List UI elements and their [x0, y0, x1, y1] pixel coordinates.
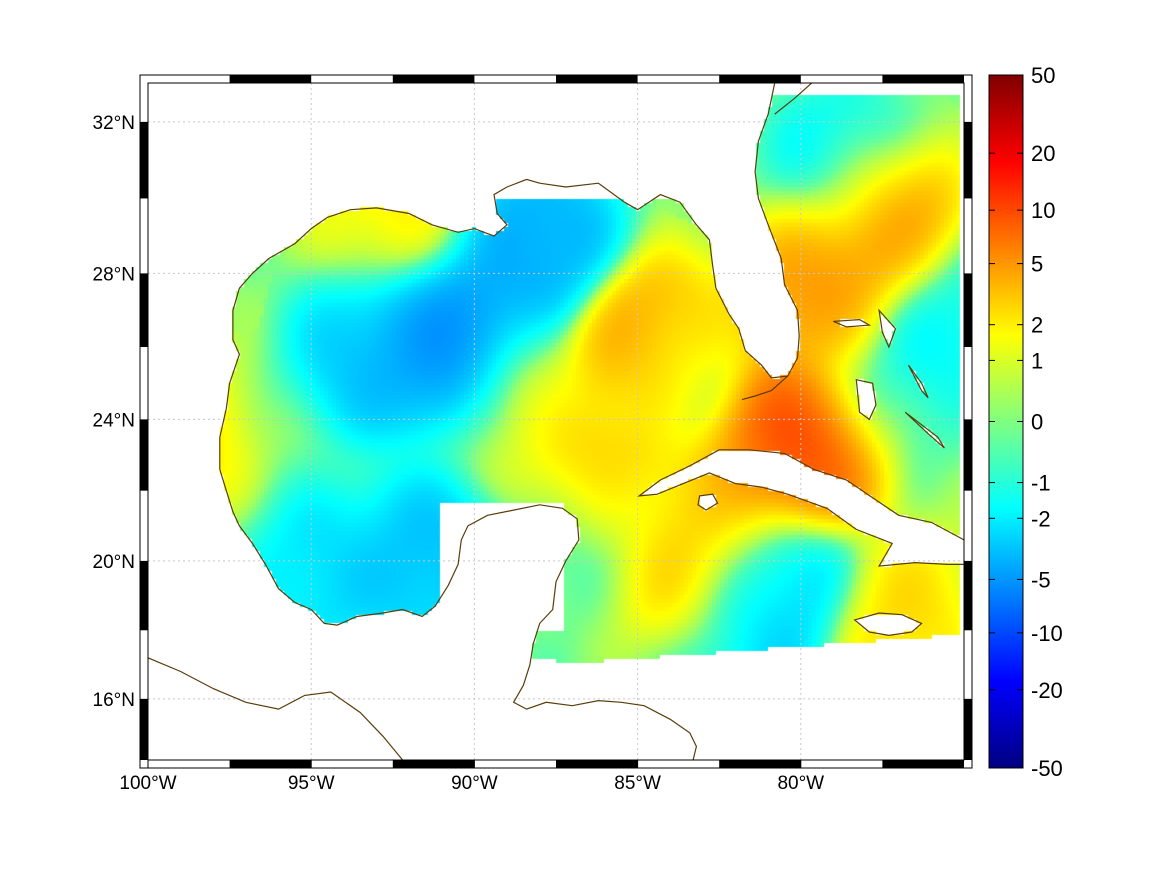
colorbar-label: -10 — [1031, 621, 1063, 646]
coastline-gulf — [219, 178, 717, 760]
coastline-jamaica — [853, 612, 923, 637]
lat-tick-label: 24°N — [93, 410, 135, 431]
colorbar-label: -50 — [1031, 756, 1063, 781]
coastline-cuba — [637, 449, 964, 567]
longitude-labels: 100°W 95°W 90°W 85°W 80°W — [119, 773, 824, 794]
frame-segment — [140, 419, 148, 491]
colorbar-label: -2 — [1031, 506, 1051, 531]
frame-segment — [140, 560, 148, 631]
coastline-abaco — [878, 308, 897, 349]
lat-tick-label: 28°N — [93, 264, 135, 285]
coastline-eleuthera — [907, 364, 929, 399]
frame-segment — [719, 760, 801, 768]
frame-segment — [964, 419, 972, 491]
lon-tick-label: 90°W — [451, 773, 498, 794]
frame-segment — [964, 698, 972, 760]
frame-segment — [140, 121, 148, 199]
colorbar-label: -5 — [1031, 567, 1051, 592]
frame-segment — [140, 698, 148, 760]
lon-tick-label: 80°W — [777, 773, 824, 794]
frame-segment — [964, 121, 972, 199]
colorbar-label: 10 — [1031, 198, 1055, 223]
lat-tick-label: 32°N — [93, 113, 135, 134]
coastline-exuma — [904, 411, 945, 449]
colorbar-label: 50 — [1031, 63, 1055, 88]
coastline-florida — [715, 83, 800, 379]
colorbar-label: 1 — [1031, 348, 1043, 373]
frame-segment — [140, 273, 148, 348]
coastline-atlantic — [774, 83, 813, 115]
colorbar-label: 0 — [1031, 410, 1043, 435]
colorbar-label: -20 — [1031, 678, 1063, 703]
colorbar-label: 2 — [1031, 313, 1043, 338]
coastline-grand-bahama — [833, 318, 872, 328]
frame-segment — [229, 760, 312, 768]
colorbar-label: 20 — [1031, 141, 1055, 166]
data-field-layer — [148, 83, 964, 760]
coastline-florida-keys — [741, 375, 789, 401]
frame-segment — [556, 760, 638, 768]
lat-tick-label: 20°N — [93, 552, 135, 573]
frame-segment — [964, 560, 972, 631]
coastline-pacific — [148, 657, 404, 760]
lat-tick-label: 16°N — [93, 690, 135, 711]
frame-segment — [882, 75, 964, 83]
lon-tick-label: 85°W — [614, 773, 661, 794]
lon-tick-label: 95°W — [288, 773, 335, 794]
frame-segment — [556, 75, 638, 83]
coastlines — [148, 83, 964, 760]
latitude-labels: 32°N 28°N 24°N 20°N 16°N — [93, 113, 135, 711]
coastline-isle-of-youth — [697, 493, 719, 511]
colorbar-label: -1 — [1031, 471, 1051, 496]
gridlines — [148, 83, 964, 760]
frame-segment — [964, 273, 972, 348]
coastline-andros — [855, 378, 877, 421]
frame-segment — [882, 760, 964, 768]
map-frame — [139, 74, 973, 769]
lon-tick-label: 100°W — [119, 773, 176, 794]
frame-segment — [392, 75, 475, 83]
frame-segment — [392, 760, 475, 768]
colorbar-label: 5 — [1031, 252, 1043, 277]
frame-segment — [719, 75, 801, 83]
frame-segment — [229, 75, 312, 83]
